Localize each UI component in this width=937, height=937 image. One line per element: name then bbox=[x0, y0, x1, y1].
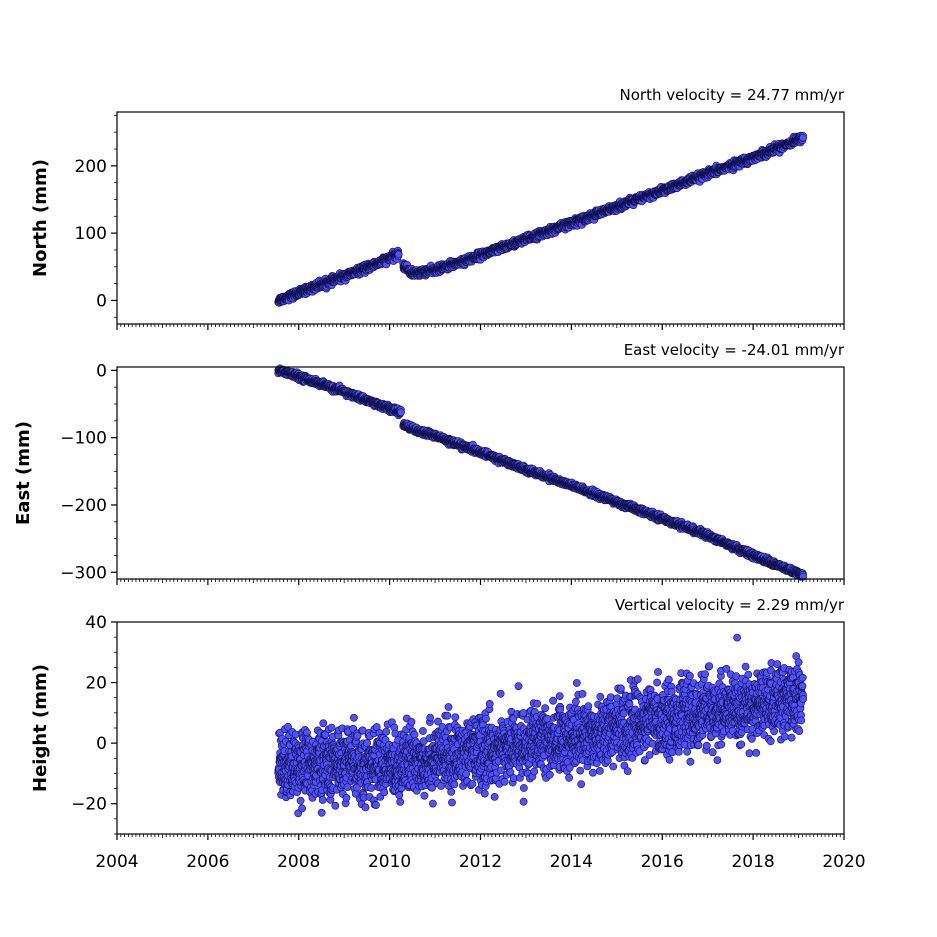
y-tick-label: 0 bbox=[96, 291, 107, 311]
y-axis-label: North (mm) bbox=[30, 159, 51, 277]
data-point bbox=[397, 408, 405, 417]
data-point bbox=[799, 133, 807, 142]
y-tick-label: 200 bbox=[75, 157, 107, 177]
y-tick-label: 100 bbox=[75, 224, 107, 244]
panel-1: 0 100 200 North (mm) North velocity = 24.77 … bbox=[30, 86, 845, 330]
data-point bbox=[394, 250, 403, 259]
panel-title: North velocity = 24.77 mm/yr bbox=[620, 86, 845, 104]
scatter-points bbox=[274, 131, 807, 307]
